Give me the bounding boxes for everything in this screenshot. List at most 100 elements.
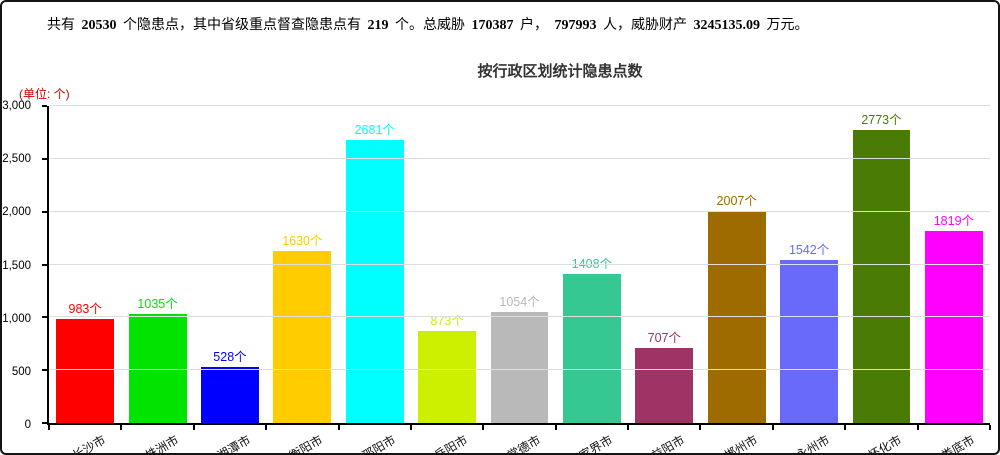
- category-cell: 707个益阳市: [628, 106, 700, 453]
- y-axis-label: 2,500: [2, 153, 31, 166]
- bar-value-label: 1542个: [788, 243, 830, 258]
- category-cell: 1035个株洲市: [121, 106, 193, 453]
- summary-text: 人，威胁财产: [599, 18, 691, 33]
- x-axis-label: 张家界市: [566, 432, 615, 455]
- bars-row: 983个 长沙市 1035个 株洲市 528个 湘潭市 1630个 衡阳市 2681个 邵阳市 87…: [49, 106, 990, 453]
- summary-number: 797993: [554, 18, 597, 33]
- y-axis-label: 2,000: [2, 206, 31, 219]
- category-cell: 2681个邵阳市: [339, 106, 411, 453]
- gridline: [49, 316, 990, 318]
- x-axis-label: 株洲市: [142, 432, 181, 455]
- x-axis-tick: [554, 425, 557, 430]
- category-cell: 1630个衡阳市: [266, 106, 338, 453]
- x-axis-label: 衡阳市: [287, 432, 326, 455]
- bar[interactable]: 1819个: [924, 214, 983, 423]
- y-axis-tick: [42, 105, 47, 107]
- bar[interactable]: 1035个: [128, 297, 187, 423]
- category-cell: 873个岳阳市: [411, 106, 483, 453]
- y-axis-labels: 0 500 1,000 1,500 2,000 2,500 3,000: [2, 100, 39, 431]
- bar[interactable]: 1630个: [273, 234, 332, 423]
- bar-value-label: 1054个: [499, 294, 540, 309]
- summary-text: 个隐患点，其中省级重点督查隐患点有: [119, 18, 365, 33]
- bar[interactable]: 873个: [418, 314, 477, 423]
- gridline: [49, 210, 990, 212]
- bar[interactable]: 2773个: [852, 113, 911, 423]
- category-cell: 2007个郴州市: [701, 106, 773, 453]
- bar-value-label: 707个: [647, 331, 681, 346]
- x-axis-label: 益阳市: [649, 432, 688, 455]
- y-axis-tick: [42, 210, 47, 213]
- gridline: [49, 157, 990, 159]
- x-axis-tick: [916, 425, 919, 430]
- x-axis-tick: [699, 425, 702, 430]
- bar-value-label: 2007个: [716, 193, 757, 208]
- y-axis-tick: [42, 263, 47, 266]
- x-axis-label: 湘潭市: [214, 432, 253, 455]
- chart-title: 按行政区划统计隐患点数: [477, 63, 643, 80]
- bar-value-label: 1035个: [137, 296, 178, 311]
- bar[interactable]: 1408个: [562, 257, 621, 423]
- bar[interactable]: 528个: [201, 350, 259, 423]
- bar-value-label: 2773个: [861, 113, 902, 127]
- x-axis-tick: [48, 425, 50, 430]
- gridline: [49, 369, 990, 371]
- x-axis-label: 怀化市: [866, 432, 905, 455]
- plot-body: 983个 长沙市 1035个 株洲市 528个 湘潭市 1630个 衡阳市 2681个 邵阳市 87…: [42, 105, 991, 453]
- summary-text: 户，: [516, 18, 552, 33]
- bar[interactable]: 707个: [635, 331, 694, 423]
- x-axis-label: 岳阳市: [431, 432, 471, 455]
- x-axis-label: 郴州市: [721, 432, 760, 455]
- x-axis-label: 长沙市: [70, 432, 109, 455]
- x-axis-label: 娄底市: [938, 432, 977, 455]
- summary-line: 共有 20530 个隐患点，其中省级重点督查隐患点有 219 个。总威胁 170…: [2, 2, 998, 35]
- bar-value-label: 1819个: [933, 213, 975, 228]
- y-axis-label: 1,000: [2, 312, 31, 325]
- x-axis-tick: [844, 425, 847, 430]
- x-axis-label: 邵阳市: [359, 432, 398, 455]
- summary-text: 万元。: [763, 18, 809, 33]
- category-cell: 1408个张家界市: [556, 106, 628, 453]
- gridline: [49, 263, 990, 265]
- y-axis-label: 1,500: [2, 259, 31, 272]
- bar[interactable]: 983个: [56, 302, 115, 423]
- y-axis-label: 500: [11, 365, 31, 378]
- summary-number: 170387: [471, 18, 514, 33]
- x-axis-tick: [771, 425, 774, 430]
- x-axis-label: 永州市: [793, 432, 833, 455]
- summary-number: 219: [367, 18, 389, 33]
- gridline: [49, 105, 990, 106]
- y-axis-tick: [42, 422, 47, 424]
- y-axis-tick: [42, 157, 47, 160]
- category-cell: 983个长沙市: [49, 106, 121, 453]
- x-axis-tick: [409, 425, 412, 430]
- bar[interactable]: 1054个: [490, 295, 549, 423]
- summary-number: 3245135.09: [693, 18, 761, 33]
- summary-number: 20530: [81, 18, 117, 33]
- y-axis-label: 0: [24, 419, 31, 431]
- bar[interactable]: 1542个: [780, 243, 839, 423]
- y-axis-tick: [42, 316, 47, 319]
- summary-text: 个。总威胁: [391, 18, 469, 33]
- bar-value-label: 528个: [213, 350, 247, 365]
- bar-value-label: 1630个: [282, 233, 323, 248]
- category-cell: 2773个怀化市: [845, 106, 917, 453]
- category-cell: 1819个娄底市: [918, 106, 990, 453]
- summary-text: 共有: [47, 18, 79, 33]
- bar-value-label: 983个: [68, 302, 102, 317]
- x-axis-tick: [265, 425, 268, 430]
- category-cell: 528个湘潭市: [194, 106, 266, 453]
- y-axis-label: 3,000: [2, 100, 31, 112]
- bar[interactable]: 2681个: [345, 123, 404, 423]
- category-cell: 1054个常德市: [483, 106, 555, 453]
- x-axis-tick: [120, 425, 123, 430]
- x-axis-label: 常德市: [504, 432, 543, 455]
- x-axis-tick: [337, 425, 340, 430]
- unit-label: (单位: 个): [19, 87, 70, 101]
- bar-value-label: 2681个: [354, 122, 395, 137]
- bar-chart: (单位: 个) 0 500 1,000 1,500 2,000 2,500 3,000 98…: [2, 87, 991, 453]
- x-axis-tick: [627, 425, 630, 430]
- category-cell: 1542个永州市: [773, 106, 845, 453]
- x-axis-tick: [989, 425, 991, 430]
- x-axis-tick: [482, 425, 485, 430]
